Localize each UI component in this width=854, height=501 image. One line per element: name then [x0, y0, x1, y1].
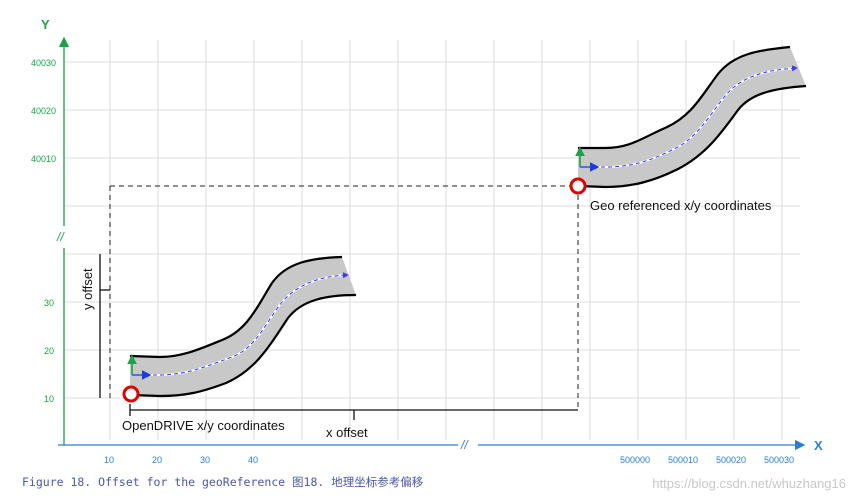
x-tick: 500000 [620, 455, 650, 465]
y-axis-title: Y [41, 17, 50, 32]
y-axis: // Y 40030 40020 40010 30 20 10 [31, 17, 70, 445]
x-axis-break-mark: // [460, 438, 469, 452]
x-tick: 500020 [716, 455, 746, 465]
opendrive-label: OpenDRIVE x/y coordinates [122, 418, 285, 433]
x-tick: 500030 [764, 455, 794, 465]
geo-road-edge-upper [578, 45, 791, 150]
figure-caption: Figure 18. Offset for the geoReference 图… [22, 475, 424, 489]
y-offset-label: y offset [80, 268, 95, 310]
grid [64, 40, 800, 440]
offset-guides [109, 185, 579, 410]
y-tick: 10 [44, 394, 54, 404]
watermark-url: https://blog.csdn.net/whuzhang16 [652, 476, 846, 491]
geo-road [569, 45, 807, 195]
y-tick: 40010 [31, 154, 56, 164]
local-origin-marker [122, 385, 140, 403]
y-tick: 40030 [31, 58, 56, 68]
y-tick: 30 [44, 298, 54, 308]
x-offset-bracket [129, 404, 578, 420]
x-tick: 30 [200, 455, 210, 465]
local-road-edge-lower [129, 293, 357, 398]
local-road [122, 255, 357, 403]
geo-road-centerline [580, 67, 798, 168]
x-tick: 20 [152, 455, 162, 465]
y-offset-bracket [99, 254, 110, 398]
geo-origin-marker [569, 177, 587, 195]
y-axis-break-mark: // [56, 230, 65, 244]
x-axis-title: X [814, 438, 823, 453]
x-tick: 500010 [668, 455, 698, 465]
geo-road-edge-lower [577, 84, 807, 189]
x-tick: 10 [104, 455, 114, 465]
local-road-reference-line [132, 272, 349, 376]
x-tick: 40 [248, 455, 258, 465]
geo-label: Geo referenced x/y coordinates [590, 198, 772, 213]
y-tick: 20 [44, 346, 54, 356]
x-axis: // X 10 20 30 40 500000 500010 500020 50… [58, 438, 823, 465]
x-offset-label: x offset [326, 425, 368, 440]
y-tick: 40020 [31, 106, 56, 116]
local-road-edge-upper [129, 255, 343, 359]
geo-road-surface [578, 47, 806, 187]
